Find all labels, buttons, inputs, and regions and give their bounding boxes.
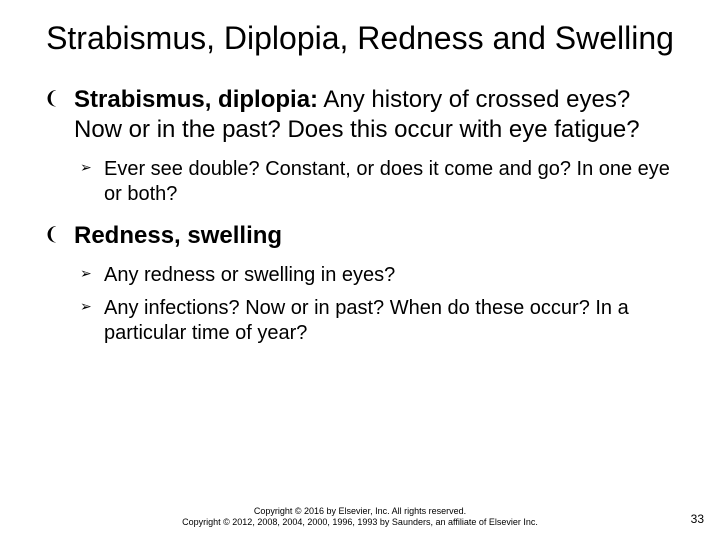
slide-title: Strabismus, Diplopia, Redness and Swelli… (40, 20, 680, 57)
sub-bullet-text: Ever see double? Constant, or does it co… (104, 158, 670, 205)
sub-bullet-item: Ever see double? Constant, or does it co… (74, 157, 680, 207)
bullet-list-level2: Ever see double? Constant, or does it co… (74, 157, 680, 207)
copyright-footer: Copyright © 2016 by Elsevier, Inc. All r… (0, 506, 720, 529)
bullet-list-level1: Strabismus, diplopia: Any history of cro… (40, 85, 680, 346)
bullet-item: Strabismus, diplopia: Any history of cro… (40, 85, 680, 207)
footer-line-2: Copyright © 2012, 2008, 2004, 2000, 1996… (0, 517, 720, 528)
sub-bullet-item: Any infections? Now or in past? When do … (74, 296, 680, 346)
bullet-list-level2: Any redness or swelling in eyes? Any inf… (74, 263, 680, 346)
bullet-bold-run: Redness, swelling (74, 222, 282, 249)
footer-line-1: Copyright © 2016 by Elsevier, Inc. All r… (0, 506, 720, 517)
bullet-item: Redness, swelling Any redness or swellin… (40, 221, 680, 346)
page-number: 33 (691, 512, 704, 526)
sub-bullet-text: Any infections? Now or in past? When do … (104, 297, 629, 344)
slide: Strabismus, Diplopia, Redness and Swelli… (0, 0, 720, 540)
sub-bullet-item: Any redness or swelling in eyes? (74, 263, 680, 288)
sub-bullet-text: Any redness or swelling in eyes? (104, 264, 395, 286)
bullet-bold-run: Strabismus, diplopia: (74, 86, 318, 113)
